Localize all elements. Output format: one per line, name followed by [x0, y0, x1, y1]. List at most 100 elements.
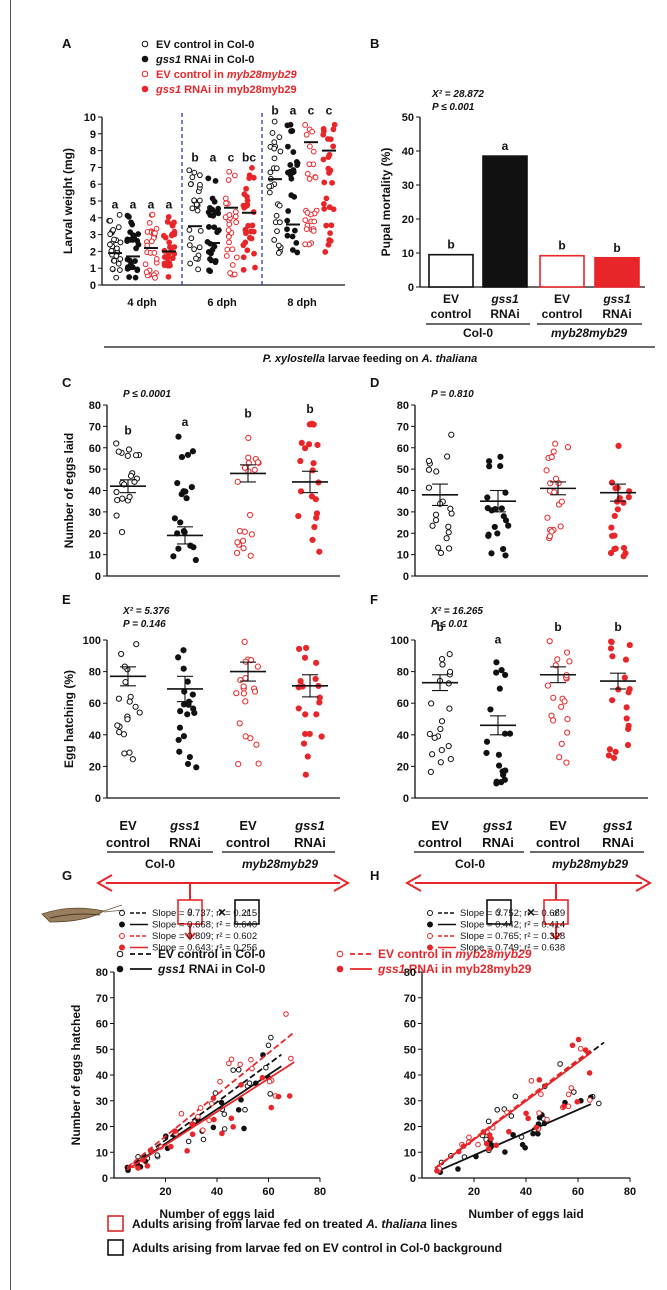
panel-A-significance-letter: a — [112, 197, 119, 211]
panel-A-data-point — [225, 177, 232, 183]
panel-E-data-point — [295, 645, 303, 652]
panel-A-data-point — [312, 174, 319, 181]
panel-D-data-point — [609, 532, 616, 540]
panel-G-data-point — [286, 1093, 293, 1099]
panel-E-y-tick-label: 80 — [89, 667, 101, 679]
panel-H-y-tick-label: 50 — [404, 1044, 416, 1056]
panel-A-data-point — [153, 256, 160, 262]
panel-A-x-tick-label: 8 dph — [287, 297, 317, 309]
panel-E-data-point — [115, 695, 122, 702]
panel-F-data-point — [493, 669, 500, 676]
panel-label-G: G — [62, 868, 72, 883]
panel-D-data-point — [437, 549, 445, 557]
panel-G-data-point — [266, 1078, 273, 1085]
label-part: Adults arising from larvae fed on treate… — [132, 1217, 366, 1231]
panel-F-data-point — [438, 656, 446, 663]
panel-A-data-point — [132, 258, 138, 264]
panel-F-data-point — [563, 759, 570, 766]
panel-H-data-point — [525, 1115, 531, 1122]
panel-C-y-tick-label: 60 — [89, 443, 101, 455]
panel-D-data-point — [432, 517, 440, 524]
panel-G-data-point — [259, 1074, 266, 1081]
panel-H-regression-line — [434, 1103, 592, 1174]
panel-C-data-point — [131, 478, 138, 485]
label-part: A. thaliana — [421, 353, 478, 365]
panel-A-data-point — [116, 211, 123, 218]
panel-A-data-point — [165, 214, 172, 220]
panel-G-data-point — [189, 1131, 196, 1138]
panel-H-data-point — [586, 1070, 593, 1076]
panel-A-significance-letter: a — [148, 197, 155, 211]
panel-E-data-point — [180, 733, 188, 740]
panel-A-data-point — [222, 195, 229, 202]
panel-F-data-point — [556, 754, 563, 761]
panel-A-data-point — [197, 181, 203, 188]
panel-G-data-point — [242, 1106, 248, 1113]
panel-C-data-point — [175, 433, 182, 440]
panel-F-data-point — [496, 685, 503, 692]
parent-symbol: ♀ — [493, 904, 504, 921]
panel-G-x-tick-label: 60 — [262, 1186, 274, 1198]
panel-A-data-point — [249, 164, 255, 171]
panel-C-data-point — [125, 446, 133, 453]
panel-E-data-point — [180, 701, 188, 708]
panel-F-data-point — [446, 668, 454, 675]
panel-E-data-point — [236, 720, 243, 727]
panel-D-y-tick-label: 60 — [397, 443, 409, 455]
panel-C-data-point — [189, 448, 197, 455]
panel-C-data-point — [114, 497, 121, 504]
panel-F-data-point — [563, 649, 571, 656]
panel-G-data-point — [268, 1034, 274, 1041]
panel-A-data-point — [115, 260, 122, 267]
panel-A-data-point — [109, 265, 116, 272]
panel-A-data-point — [229, 262, 236, 268]
label-part: lines — [427, 1217, 458, 1231]
panel-H-legend-entry: Slope = 0.749; r² = 0.638 — [460, 943, 565, 954]
panel-A-data-point — [127, 229, 134, 236]
panel-A-y-tick-label: 10 — [84, 112, 96, 124]
panel-F-data-point — [623, 704, 630, 711]
panel-C-y-tick-label: 30 — [89, 507, 101, 519]
panel-A-data-point — [114, 245, 120, 252]
panel-A-data-point — [284, 217, 291, 224]
panel-F-significance-letter: b — [614, 620, 621, 634]
panel-G-data-point — [210, 1095, 217, 1101]
panel-A-data-point — [196, 172, 203, 179]
x-tick-label: EV — [239, 818, 257, 833]
panel-H-data-point — [536, 1110, 542, 1116]
panel-A-data-point — [303, 226, 310, 233]
panel-F-data-point — [626, 641, 633, 649]
parent-symbol: ♂ — [241, 904, 252, 921]
panel-A-data-point — [244, 247, 251, 254]
panel-H-y-tick-label: 40 — [404, 1070, 416, 1082]
panel-A-data-point — [214, 229, 221, 236]
panel-H-data-point — [568, 1085, 575, 1091]
panel-C-data-point — [248, 531, 255, 538]
panel-G-data-point — [210, 1124, 217, 1131]
moth-illustration — [41, 904, 125, 923]
label-part: X² = 28.872 — [431, 89, 484, 100]
legend-G-entry: gss1 RNAi in Col-0 — [157, 962, 266, 976]
panel-C-significance-letter: b — [244, 406, 251, 420]
panel-A-data-point — [325, 154, 332, 160]
panel-C-data-point — [316, 548, 323, 555]
panel-A-data-point — [284, 143, 291, 150]
panel-E-data-point — [177, 708, 184, 715]
panel-D-data-point — [558, 498, 565, 505]
panel-F-significance-letter: b — [436, 620, 443, 634]
panel-F-data-point — [439, 661, 446, 668]
panel-C-data-point — [233, 549, 241, 557]
panel-E-data-point — [136, 709, 143, 716]
panel-H-data-point — [561, 1103, 567, 1110]
panel-A-data-point — [110, 227, 117, 233]
panel-A-data-point — [233, 254, 240, 261]
panel-C-data-point — [308, 420, 316, 427]
panel-D-y-tick-label: 80 — [397, 400, 409, 412]
x-tick-label: RNAi — [482, 835, 514, 850]
panel-label-F: F — [370, 592, 378, 607]
cross-bracket-arrow-left — [404, 874, 422, 892]
panel-A-data-point — [205, 248, 212, 255]
panel-G-y-tick-label: 0 — [102, 1173, 108, 1185]
panel-H-data-point — [541, 1120, 548, 1127]
label-part: A. thaliana — [365, 1217, 427, 1231]
